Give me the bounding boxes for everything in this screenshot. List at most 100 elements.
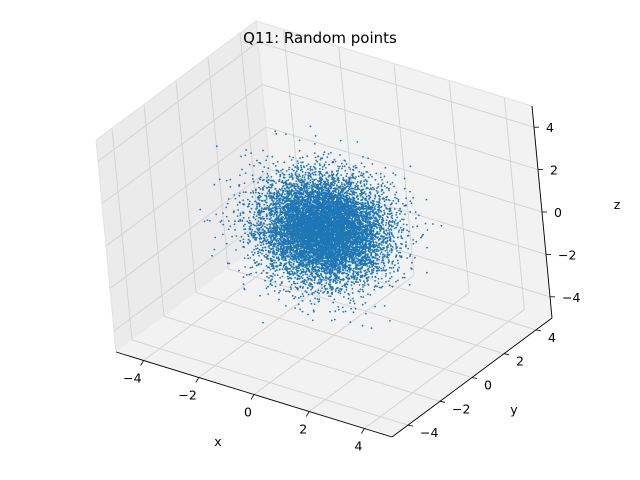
data-point (247, 233, 249, 236)
data-point (285, 170, 288, 172)
data-point (323, 290, 326, 293)
data-point (280, 202, 283, 205)
pane-edge (95, 20, 257, 141)
data-point (401, 218, 403, 221)
data-point (317, 279, 320, 281)
data-point (393, 185, 395, 188)
data-point (376, 259, 378, 262)
data-point (274, 280, 277, 283)
data-point (247, 205, 250, 208)
data-point (387, 259, 390, 261)
data-point (378, 202, 381, 204)
data-point (271, 275, 274, 278)
data-point (347, 297, 350, 300)
data-point (264, 256, 267, 258)
data-point (389, 320, 391, 322)
grid-lines (97, 29, 551, 429)
data-point (321, 287, 323, 289)
data-point (253, 213, 256, 216)
data-point (319, 170, 322, 173)
data-point (318, 292, 320, 295)
data-point (240, 155, 242, 158)
data-point (371, 265, 373, 268)
data-point (380, 244, 383, 246)
data-point (316, 298, 319, 300)
data-point (369, 184, 372, 186)
data-point (352, 182, 355, 184)
data-point (292, 263, 295, 266)
data-point (390, 276, 393, 278)
data-point (332, 301, 335, 304)
data-point (277, 257, 280, 260)
data-point (384, 166, 387, 169)
data-point (382, 266, 385, 269)
data-point (261, 252, 263, 255)
data-point (370, 201, 372, 204)
data-point (242, 276, 245, 279)
data-point (263, 210, 265, 213)
data-point (274, 270, 277, 272)
data-point (304, 279, 307, 282)
data-point (399, 213, 401, 215)
data-point (362, 296, 365, 298)
data-point (260, 263, 263, 266)
data-point (360, 295, 362, 298)
data-point (294, 296, 297, 298)
data-point (334, 289, 337, 291)
data-point (341, 165, 344, 168)
data-point (403, 177, 406, 180)
data-point (396, 216, 399, 219)
data-point (325, 279, 327, 281)
data-point (273, 213, 276, 216)
data-point (322, 153, 325, 156)
data-point (349, 302, 351, 304)
data-point (275, 190, 278, 192)
data-point (397, 236, 399, 239)
data-point (348, 196, 351, 199)
data-point (378, 206, 381, 209)
data-point (355, 278, 358, 281)
data-point (375, 172, 378, 175)
data-point (272, 200, 275, 203)
data-point (367, 208, 369, 210)
data-point (265, 186, 268, 189)
data-point (299, 195, 301, 198)
data-point (421, 235, 423, 238)
data-point (367, 176, 370, 179)
data-point (337, 291, 340, 294)
data-point (395, 211, 398, 214)
data-point (274, 274, 276, 276)
data-point (241, 168, 243, 171)
data-point (323, 151, 326, 154)
data-point (387, 280, 390, 282)
data-point (306, 164, 308, 167)
data-point (378, 226, 381, 229)
data-point (371, 230, 374, 232)
data-point (383, 254, 386, 257)
data-point (378, 204, 381, 207)
data-point (282, 184, 285, 187)
data-point (405, 197, 407, 200)
data-point (313, 303, 316, 305)
data-point (289, 286, 292, 289)
data-point (304, 178, 306, 181)
data-point (294, 277, 296, 279)
data-point (267, 249, 270, 252)
data-point (333, 177, 336, 180)
data-point (388, 231, 391, 234)
data-point (302, 187, 304, 190)
data-point (327, 176, 330, 178)
data-point (361, 288, 364, 291)
data-point (282, 288, 285, 291)
data-point (267, 293, 270, 295)
data-point (320, 270, 323, 273)
data-point (352, 272, 355, 275)
data-point (345, 163, 348, 166)
data-point (426, 229, 429, 231)
data-point (381, 285, 384, 288)
data-point (350, 187, 352, 190)
data-point (311, 178, 314, 181)
data-point (261, 248, 264, 251)
data-point (314, 156, 317, 159)
data-point (397, 200, 400, 203)
